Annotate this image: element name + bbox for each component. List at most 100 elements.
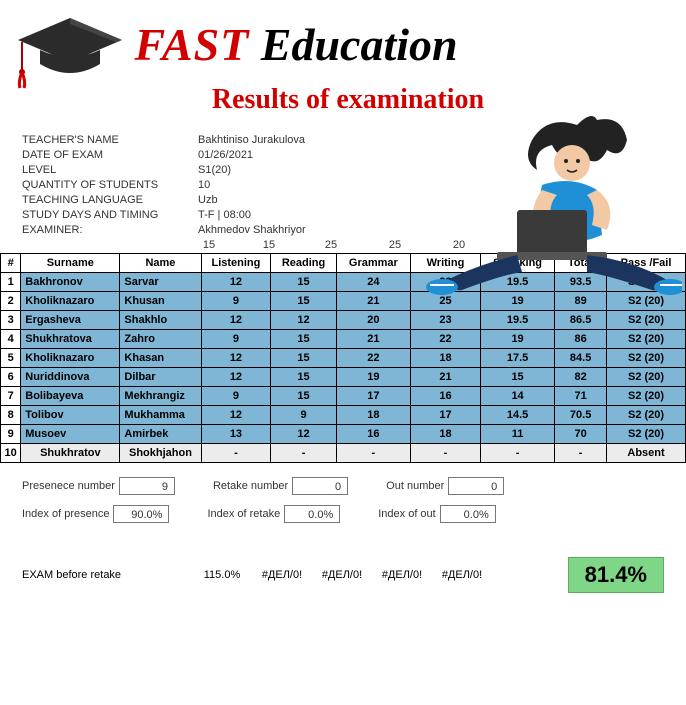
table-cell: - — [480, 444, 554, 463]
table-cell: 22 — [336, 349, 410, 368]
table-cell: 8 — [1, 406, 21, 425]
table-cell: 21 — [411, 368, 481, 387]
table-cell: 12 — [201, 349, 271, 368]
table-row: 5KholiknazaroKhasan1215221817.584.5S2 (2… — [1, 349, 686, 368]
table-cell: - — [336, 444, 410, 463]
table-cell: 13 — [201, 425, 271, 444]
bottom-row: EXAM before retake 115.0% #ДЕЛ/0! #ДЕЛ/0… — [0, 533, 686, 607]
table-cell: 17 — [336, 387, 410, 406]
table-cell: Kholiknazaro — [21, 292, 120, 311]
bottom-val-1: #ДЕЛ/0! — [252, 569, 312, 581]
table-cell: 19 — [480, 330, 554, 349]
title-education: Education — [249, 19, 457, 70]
bottom-val-4: #ДЕЛ/0! — [432, 569, 492, 581]
table-cell: 16 — [411, 387, 481, 406]
table-cell: Dilbar — [120, 368, 201, 387]
table-cell: 4 — [1, 330, 21, 349]
meta-value: Uzb — [198, 194, 218, 206]
table-cell: 12 — [271, 311, 336, 330]
table-cell: 71 — [555, 387, 607, 406]
stat-value: 0 — [292, 477, 348, 495]
table-cell: Khusan — [120, 292, 201, 311]
meta-label: LEVEL — [22, 164, 198, 176]
graduation-cap-icon — [10, 10, 130, 90]
table-header: Grammar — [336, 254, 410, 273]
max-reading: 15 — [240, 239, 298, 251]
table-header: Name — [120, 254, 201, 273]
table-cell: S2 (20) — [607, 311, 686, 330]
table-cell: 22 — [411, 330, 481, 349]
table-cell: 1 — [1, 273, 21, 292]
stat-group: Presenece number9 — [22, 477, 175, 495]
table-cell: Sarvar — [120, 273, 201, 292]
table-cell: - — [201, 444, 271, 463]
meta-label: EXAMINER: — [22, 224, 198, 236]
table-cell: - — [555, 444, 607, 463]
bottom-val-0: 115.0% — [192, 569, 252, 581]
table-cell: Ergasheva — [21, 311, 120, 330]
exam-before-retake-label: EXAM before retake — [22, 569, 192, 581]
table-cell: 2 — [1, 292, 21, 311]
table-cell: 15 — [271, 349, 336, 368]
table-cell: Bolibayeva — [21, 387, 120, 406]
table-cell: Tolibov — [21, 406, 120, 425]
stat-label: Retake number — [213, 480, 288, 492]
table-cell: Mukhamma — [120, 406, 201, 425]
title-fast: FAST — [134, 19, 249, 70]
table-cell: 16 — [336, 425, 410, 444]
table-header: Listening — [201, 254, 271, 273]
table-cell: 15 — [271, 387, 336, 406]
table-cell: Khasan — [120, 349, 201, 368]
table-cell: Amirbek — [120, 425, 201, 444]
overall-percentage: 81.4% — [568, 557, 664, 593]
table-row: 7BolibayevaMekhrangiz91517161471S2 (20) — [1, 387, 686, 406]
table-row: 8TolibovMukhamma129181714.570.5S2 (20) — [1, 406, 686, 425]
table-cell: 19.5 — [480, 311, 554, 330]
table-cell: - — [271, 444, 336, 463]
table-cell: 3 — [1, 311, 21, 330]
stat-group: Index of presence90.0% — [22, 505, 169, 523]
max-writing: 25 — [364, 239, 426, 251]
table-cell: S2 (20) — [607, 406, 686, 425]
table-cell: Shukhratova — [21, 330, 120, 349]
student-illustration — [422, 115, 682, 295]
table-cell: 9 — [201, 330, 271, 349]
table-cell: 5 — [1, 349, 21, 368]
table-cell: S2 (20) — [607, 425, 686, 444]
table-cell: Absent — [607, 444, 686, 463]
table-cell: Shukhratov — [21, 444, 120, 463]
stat-group: Index of out0.0% — [378, 505, 496, 523]
table-cell: 18 — [336, 406, 410, 425]
table-cell: 14 — [480, 387, 554, 406]
table-cell: S2 (20) — [607, 349, 686, 368]
table-cell: 12 — [201, 368, 271, 387]
table-cell: Nuriddinova — [21, 368, 120, 387]
table-cell: 84.5 — [555, 349, 607, 368]
stat-label: Index of retake — [207, 508, 280, 520]
table-cell: 17.5 — [480, 349, 554, 368]
table-cell: 6 — [1, 368, 21, 387]
table-row: 4ShukhratovaZahro91521221986S2 (20) — [1, 330, 686, 349]
table-header: Reading — [271, 254, 336, 273]
meta-label: TEACHER'S NAME — [22, 134, 198, 146]
stat-label: Index of presence — [22, 508, 109, 520]
stat-label: Presenece number — [22, 480, 115, 492]
table-cell: 12 — [201, 311, 271, 330]
table-cell: Musoev — [21, 425, 120, 444]
table-cell: 14.5 — [480, 406, 554, 425]
stat-label: Index of out — [378, 508, 436, 520]
table-cell: 9 — [201, 387, 271, 406]
table-row: 10ShukhratovShokhjahon------Absent — [1, 444, 686, 463]
meta-value: S1(20) — [198, 164, 231, 176]
table-cell: Kholiknazaro — [21, 349, 120, 368]
table-cell: 70 — [555, 425, 607, 444]
table-cell: 7 — [1, 387, 21, 406]
stats-row-1: Presenece number9Retake number0Out numbe… — [22, 477, 664, 495]
meta-value: Bakhtiniso Jurakulova — [198, 134, 305, 146]
table-header: Surname — [21, 254, 120, 273]
max-listening: 15 — [178, 239, 240, 251]
meta-label: TEACHING LANGUAGE — [22, 194, 198, 206]
table-cell: 15 — [480, 368, 554, 387]
meta-label: STUDY DAYS AND TIMING — [22, 209, 198, 221]
stat-value: 0 — [448, 477, 504, 495]
